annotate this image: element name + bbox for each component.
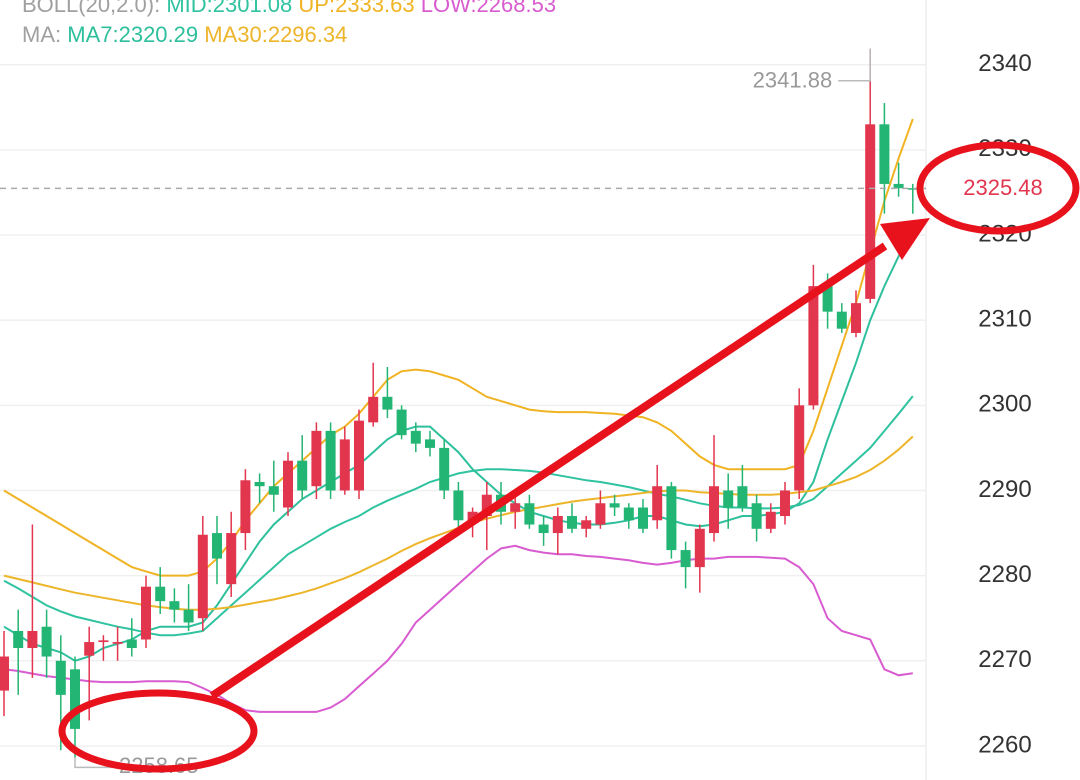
candle-body — [879, 124, 890, 184]
arrow-head — [880, 218, 930, 260]
legend: BOLL(20,2.0): MID:2301.08 UP:2333.63 LOW… — [22, 0, 556, 47]
y-tick-label: 2300 — [978, 391, 1031, 418]
candle-body — [666, 486, 677, 551]
indicator-line — [3, 544, 913, 713]
candle-body — [84, 642, 95, 656]
candle-body — [453, 490, 464, 521]
candle-body — [155, 586, 166, 602]
y-tick-label: 2340 — [978, 50, 1031, 77]
candle-body — [481, 494, 492, 517]
candle-body — [13, 630, 24, 649]
candle-body — [723, 490, 734, 508]
candle-body — [737, 486, 748, 508]
candle-body — [396, 409, 407, 436]
candle-body — [808, 286, 819, 406]
candle-body — [368, 396, 379, 423]
candle-body — [623, 507, 634, 521]
candle-body — [467, 511, 478, 521]
candle-body — [765, 511, 776, 529]
candle-body — [141, 586, 151, 640]
candle-body — [339, 439, 350, 491]
candle-body — [410, 430, 421, 444]
high-pointer — [838, 48, 871, 82]
y-tick-label: 2280 — [978, 561, 1031, 588]
legend-entry: UP:2333.63 — [298, 0, 414, 17]
highlight-overlay — [58, 141, 1080, 773]
candle-body — [638, 507, 648, 529]
candle-body — [652, 486, 663, 521]
highlight-ellipse — [916, 141, 1080, 235]
candle-body — [268, 486, 279, 495]
legend-entry: MA30:2296.34 — [204, 22, 347, 47]
indicator-lines — [3, 118, 914, 713]
candle-body — [382, 396, 393, 410]
candle-body — [27, 630, 38, 649]
candle-body — [354, 420, 364, 491]
arrow-shaft — [209, 242, 888, 700]
legend-entry: BOLL(20,2.0): — [22, 0, 160, 17]
candle-body — [197, 534, 208, 619]
candle-body — [0, 656, 9, 691]
highlight-ellipse — [58, 689, 258, 773]
candle-body — [851, 303, 861, 333]
candle-body — [183, 609, 194, 623]
y-tick-label: 2260 — [978, 731, 1031, 758]
candle-body — [595, 503, 606, 525]
candle-body — [680, 550, 691, 568]
candle-body — [524, 503, 535, 525]
candle-body — [780, 490, 790, 517]
legend-entry: LOW:2268.53 — [421, 0, 556, 17]
candle-body — [112, 642, 123, 644]
candle-body — [794, 405, 805, 491]
candle-body — [865, 124, 876, 299]
legend-entry: MID:2301.08 — [166, 0, 292, 17]
candle-body — [907, 188, 918, 190]
candles — [0, 48, 918, 758]
y-tick-label: 2270 — [978, 646, 1031, 673]
last-price-box — [940, 170, 1060, 207]
candle-body — [893, 183, 904, 189]
candle-body — [709, 486, 719, 534]
candle-body — [240, 480, 251, 534]
y-tick-label: 2310 — [978, 306, 1031, 333]
indicator-line — [3, 118, 914, 577]
legend-entry: MA7:2320.29 — [67, 22, 198, 47]
legend-row: MA: MA7:2320.29 MA30:2296.34 — [22, 22, 347, 47]
candle-body — [283, 460, 293, 508]
candle-body — [212, 533, 222, 559]
candle-body — [325, 430, 336, 491]
candle-body — [41, 626, 52, 657]
candle-body — [425, 439, 435, 448]
candle-body — [297, 460, 308, 491]
high-label: 2341.88 — [753, 68, 833, 93]
candle-body — [439, 447, 450, 491]
candle-body — [567, 516, 577, 529]
legend-entry: MA: — [22, 22, 61, 47]
candle-body — [126, 639, 137, 649]
y-tick-label: 2290 — [978, 476, 1031, 503]
candle-body — [581, 520, 592, 529]
candle-body — [55, 660, 66, 695]
candle-body — [254, 481, 265, 487]
candle-body — [751, 503, 762, 529]
last-price-label: 2325.48 — [963, 175, 1043, 200]
candle-body — [510, 503, 521, 512]
candle-body — [552, 516, 563, 534]
candle-body — [836, 311, 847, 329]
candle-body — [70, 669, 80, 729]
candle-body — [822, 286, 833, 312]
legend-row: BOLL(20,2.0): MID:2301.08 UP:2333.63 LOW… — [22, 0, 556, 17]
low-pointer — [74, 757, 113, 769]
candle-body — [538, 524, 549, 534]
candle-body — [169, 601, 180, 610]
candle-body — [311, 430, 322, 487]
candle-body — [609, 503, 620, 508]
indicator-line — [3, 232, 914, 662]
candle-body — [98, 640, 109, 643]
candle-body — [694, 528, 705, 568]
candle-body — [226, 533, 237, 585]
